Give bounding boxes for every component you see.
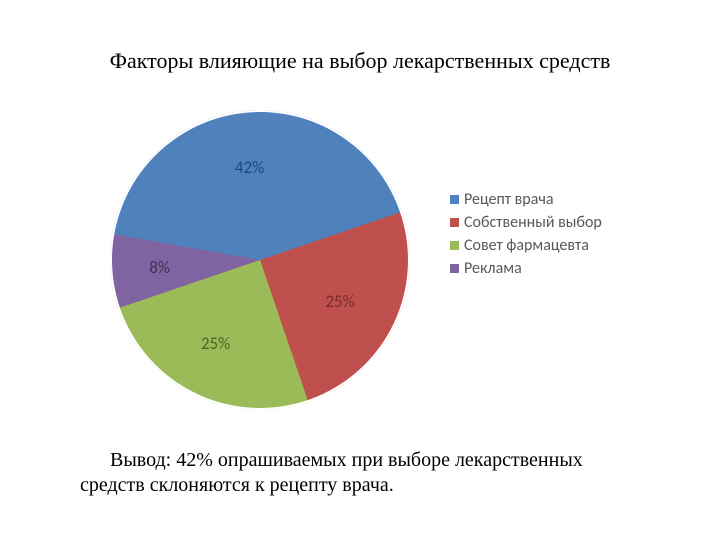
legend-swatch-3 (450, 264, 459, 273)
slice-label-1: 25% (325, 291, 354, 312)
pie-chart: 42% 25% 25% 8% (110, 110, 410, 410)
legend-swatch-1 (450, 218, 459, 227)
slide: Факторы влияющие на выбор лекарственных … (0, 0, 720, 540)
legend-swatch-2 (450, 241, 459, 250)
legend-item-1: Собственный выбор (450, 213, 602, 232)
legend-label-2: Совет фармацевта (464, 236, 589, 255)
legend-item-0: Рецепт врача (450, 190, 602, 209)
chart-title: Факторы влияющие на выбор лекарственных … (0, 48, 720, 74)
legend-item-3: Реклама (450, 259, 602, 278)
legend: Рецепт врача Собственный выбор Совет фар… (450, 190, 602, 282)
conclusion-text: Вывод: 42% опрашиваемых при выборе лекар… (80, 448, 640, 498)
legend-item-2: Совет фармацевта (450, 236, 602, 255)
slice-label-2: 25% (201, 333, 230, 354)
legend-label-0: Рецепт врача (464, 190, 554, 209)
slice-label-0: 42% (235, 157, 264, 178)
legend-swatch-0 (450, 195, 459, 204)
legend-label-3: Реклама (464, 259, 522, 278)
legend-label-1: Собственный выбор (464, 213, 602, 232)
slice-label-3: 8% (149, 257, 170, 278)
